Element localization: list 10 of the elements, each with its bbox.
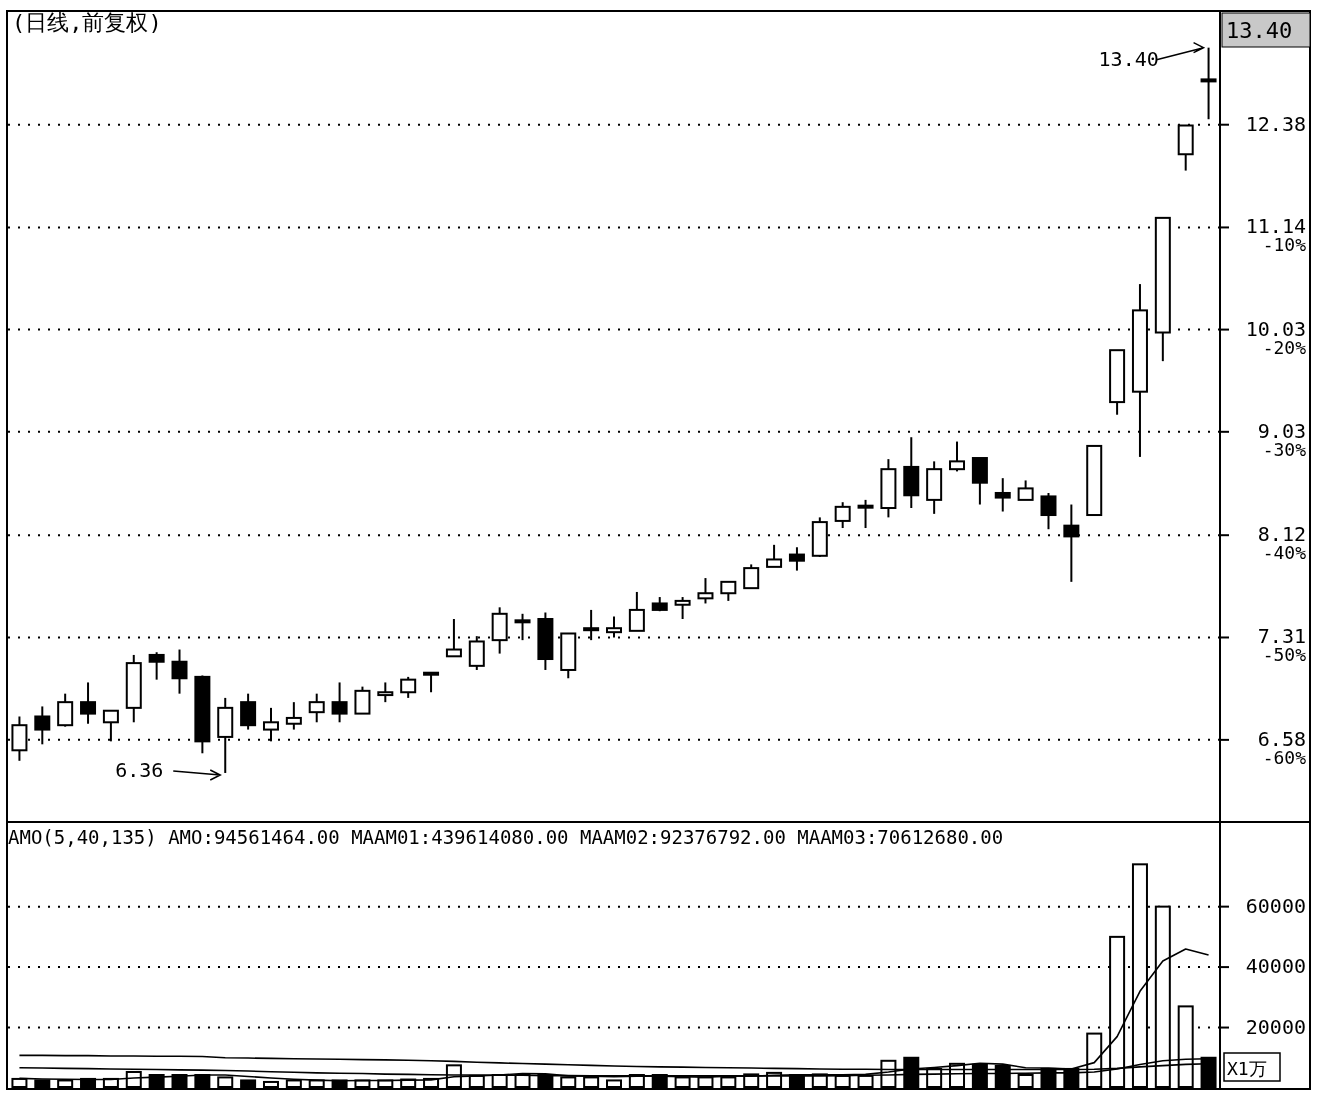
y-tick-label: 12.38 — [1245, 111, 1306, 136]
chart-title: (日线,前复权) — [12, 10, 162, 35]
annotation: 13.40 — [1098, 46, 1159, 71]
annotation: 6.36 — [115, 757, 164, 782]
chart-title: AMO(5,40,135) AMO:94561464.00 MAAM01:439614080.00 MAAM02:92376792.00 MAAM03:70612680.00 — [8, 826, 1004, 848]
text: 13.40 — [1226, 18, 1293, 43]
y-tick-label: 40000 — [1245, 954, 1306, 979]
y-tick-label: 20000 — [1245, 1014, 1306, 1039]
y-axis-title: X1万 — [1227, 1058, 1267, 1079]
y-tick-label: 60000 — [1245, 893, 1306, 918]
